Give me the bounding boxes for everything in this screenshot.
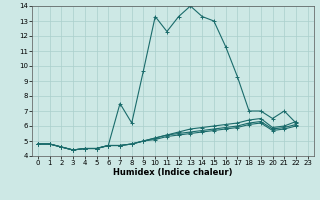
X-axis label: Humidex (Indice chaleur): Humidex (Indice chaleur) <box>113 168 233 177</box>
